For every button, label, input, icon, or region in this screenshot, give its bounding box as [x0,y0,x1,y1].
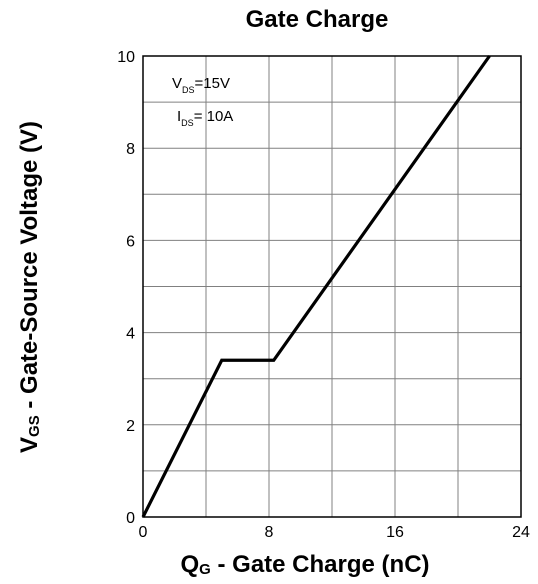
y-tick-label: 0 [126,510,135,527]
grid [143,56,521,517]
y-tick-label: 2 [126,418,135,435]
x-axis-label: QG - Gate Charge (nC) [180,551,429,578]
y-tick-label: 10 [117,49,135,66]
y-tick-label: 6 [126,233,135,250]
y-tick-label: 4 [126,326,135,343]
x-tick-label: 24 [512,524,530,541]
x-tick-label: 0 [139,524,148,541]
chart-title: Gate Charge [246,6,389,33]
x-tick-label: 8 [265,524,274,541]
y-tick-labels: 0 2 4 6 8 10 [117,49,135,527]
annotation-box: VDS=15V IDS= 10A [172,75,233,128]
annotation-ids: IDS= 10A [177,108,233,128]
x-tick-labels: 0 8 16 24 [139,524,530,541]
x-tick-label: 16 [386,524,404,541]
y-axis-label: VGS - Gate-Source Voltage (V) [16,121,43,453]
gate-charge-curve [141,55,491,518]
series-group [141,55,491,518]
plot-frame [142,55,522,518]
annotation-vds: VDS=15V [172,75,230,95]
y-tick-label: 8 [126,141,135,158]
